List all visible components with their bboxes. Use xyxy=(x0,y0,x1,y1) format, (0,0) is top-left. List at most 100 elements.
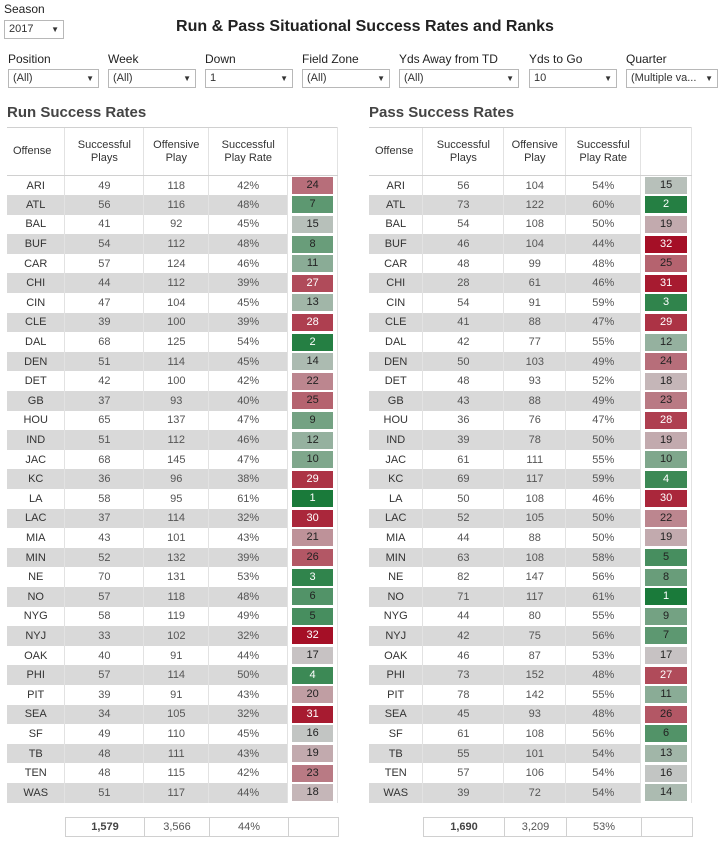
pass-table: Offense Successful Plays Offensive Play … xyxy=(369,127,692,803)
table-row: SEA 34 105 32% 31 xyxy=(7,704,338,725)
col-rank[interactable] xyxy=(287,127,338,176)
filter-value: (All) xyxy=(307,72,327,84)
total-offensive-play: 3,566 xyxy=(144,817,210,837)
successful-plays-cell: 48 xyxy=(64,743,144,764)
run-table: Offense Successful Plays Offensive Play … xyxy=(7,127,338,803)
offensive-play-cell: 117 xyxy=(143,782,209,803)
rank-cell: 5 xyxy=(287,606,338,627)
col-offense[interactable]: Offense xyxy=(7,127,65,176)
team-cell: GB xyxy=(7,391,65,411)
offensive-play-cell: 101 xyxy=(143,528,209,548)
successful-plays-cell: 82 xyxy=(422,567,504,587)
yds-to-go-select[interactable]: 10 ▼ xyxy=(529,69,617,88)
team-cell: ARI xyxy=(26,179,45,192)
rank-badge: 28 xyxy=(292,313,333,331)
team-cell: HOU xyxy=(383,414,408,427)
team-cell: CLE xyxy=(369,312,423,333)
chevron-down-icon: ▼ xyxy=(604,74,612,83)
table-row: ARI 49 118 42% 24 xyxy=(7,175,338,196)
table-row: DAL 68 125 54% 2 xyxy=(7,332,338,352)
rank-badge: 13 xyxy=(292,294,333,312)
team-cell: PHI xyxy=(7,665,65,685)
successful-plays-cell: 28 xyxy=(422,273,504,294)
rank-badge: 26 xyxy=(645,705,687,723)
success-rate-cell: 39% xyxy=(208,312,288,333)
rank-badge: 30 xyxy=(645,490,687,508)
table-row: SF 49 110 45% 16 xyxy=(7,724,338,744)
quarter-select[interactable]: (Multiple va... ▼ xyxy=(626,69,718,88)
rank-badge: 18 xyxy=(292,784,333,802)
position-select[interactable]: (All) ▼ xyxy=(8,69,99,88)
rank-cell: 32 xyxy=(640,234,692,254)
filter-label: Field Zone xyxy=(302,52,359,66)
success-rate-cell: 46% xyxy=(565,489,641,509)
offensive-play-cell: 93 xyxy=(143,391,209,411)
filter-label: Week xyxy=(108,52,139,66)
table-row: GB 37 93 40% 25 xyxy=(7,391,338,411)
rank-badge: 17 xyxy=(645,647,687,665)
rank-cell: 22 xyxy=(640,508,692,529)
successful-plays-cell: 49 xyxy=(64,724,144,744)
success-rate-cell: 56% xyxy=(565,626,641,646)
team-cell: WAS xyxy=(7,782,65,803)
col-rank[interactable] xyxy=(640,127,692,176)
rank-badge: 4 xyxy=(292,666,333,684)
col-success-rate[interactable]: Successful Play Rate xyxy=(565,127,641,176)
rank-cell: 21 xyxy=(287,528,338,548)
total-offensive-play: 3,209 xyxy=(504,817,567,837)
team-cell: BUF xyxy=(369,234,423,254)
rank-badge: 10 xyxy=(292,451,333,469)
col-offensive-play[interactable]: Offensive Play xyxy=(143,127,209,176)
table-row: DEN 50 103 49% 24 xyxy=(369,351,692,372)
success-rate-cell: 48% xyxy=(565,704,641,725)
successful-plays-cell: 51 xyxy=(64,782,144,803)
successful-plays-cell: 57 xyxy=(64,665,144,685)
success-rate-cell: 48% xyxy=(208,195,288,215)
rank-badge: 14 xyxy=(292,353,333,371)
col-offense[interactable]: Offense xyxy=(369,127,423,176)
successful-plays-cell: 42 xyxy=(422,626,504,646)
week-select[interactable]: (All) ▼ xyxy=(108,69,196,88)
team-cell: TB xyxy=(369,743,423,764)
chevron-down-icon: ▼ xyxy=(705,74,713,83)
team-cell: BUF xyxy=(7,234,65,254)
rank-cell: 9 xyxy=(287,410,338,431)
offensive-play-cell: 102 xyxy=(143,626,209,646)
down-select[interactable]: 1 ▼ xyxy=(205,69,293,88)
team-cell: LA xyxy=(388,492,403,505)
season-select[interactable]: 2017 ▼ xyxy=(4,20,64,39)
success-rate-cell: 49% xyxy=(565,391,641,411)
rank-cell: 26 xyxy=(640,704,692,725)
successful-plays-cell: 45 xyxy=(422,704,504,725)
offensive-play-cell: 119 xyxy=(143,606,209,627)
success-rate-cell: 54% xyxy=(565,763,641,783)
rank-badge: 10 xyxy=(645,451,687,469)
success-rate-cell: 50% xyxy=(565,430,641,450)
team-cell: SEA xyxy=(7,704,65,725)
col-successful-plays[interactable]: Successful Plays xyxy=(64,127,144,176)
rank-cell: 8 xyxy=(640,567,692,587)
successful-plays-cell: 41 xyxy=(64,214,144,235)
success-rate-cell: 43% xyxy=(208,528,288,548)
rank-cell: 13 xyxy=(287,293,338,313)
success-rate-cell: 39% xyxy=(208,547,288,568)
rank-badge: 6 xyxy=(645,725,687,743)
team-cell: ARI xyxy=(386,179,405,192)
col-offensive-play[interactable]: Offensive Play xyxy=(503,127,566,176)
rank-badge: 1 xyxy=(292,490,333,508)
filter-position: Position (All) ▼ xyxy=(8,52,99,88)
team-cell: CIN xyxy=(26,296,46,309)
success-rate-cell: 55% xyxy=(565,449,641,470)
col-success-rate[interactable]: Successful Play Rate xyxy=(208,127,288,176)
rank-badge: 24 xyxy=(292,177,333,195)
table-row: BAL 41 92 45% 15 xyxy=(7,214,338,235)
field-zone-select[interactable]: (All) ▼ xyxy=(302,69,390,88)
rank-badge: 6 xyxy=(292,588,333,606)
table-row: NYG 44 80 55% 9 xyxy=(369,606,692,627)
col-successful-plays[interactable]: Successful Plays xyxy=(422,127,504,176)
rank-badge: 17 xyxy=(292,647,333,665)
rank-badge: 22 xyxy=(292,372,333,390)
offensive-play-cell: 108 xyxy=(503,489,566,509)
filter-label: Quarter xyxy=(626,52,667,66)
yds-away-select[interactable]: (All) ▼ xyxy=(399,69,519,88)
